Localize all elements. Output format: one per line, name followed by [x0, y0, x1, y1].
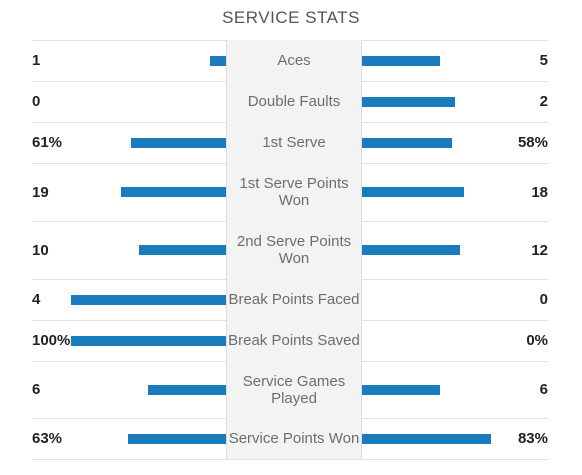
stat-label: 2nd Serve Points Won [236, 233, 352, 267]
stat-label-cell [226, 361, 362, 418]
stat-label-cell [226, 320, 362, 361]
player2-value: 0 [539, 291, 548, 308]
stat-label: Break Points Faced [228, 291, 360, 308]
player2-value: 18 [531, 183, 548, 201]
player1-value: 6 [32, 381, 41, 398]
service-stats-table: Aces 1 5 Double Faults 0 2 1st Serve 61% 58% 1st … [32, 40, 548, 460]
stat-row: Service Games Played 6 6 [32, 361, 548, 418]
player1-value: 100% [32, 332, 71, 349]
stat-label: Service Games Played [242, 372, 346, 407]
player1-value: 63% [32, 430, 63, 447]
player2-value: 58% [517, 134, 548, 151]
stat-label-cell [226, 40, 362, 81]
player1-bar [128, 434, 226, 444]
player1-value: 61% [32, 134, 63, 151]
stat-row: Double Faults 0 2 [32, 81, 548, 122]
player2-value: 5 [539, 52, 548, 69]
player2-bar [362, 138, 452, 148]
player1-bar [148, 385, 226, 395]
player1-value: 19 [32, 183, 49, 201]
player1-bar [71, 336, 226, 346]
stat-label-cell [226, 163, 362, 221]
stat-label-cell [226, 418, 362, 459]
player2-bar [362, 434, 491, 444]
player2-value: 6 [539, 381, 548, 398]
stat-label: Break Points Saved [228, 332, 360, 349]
player1-value: 1 [32, 52, 41, 69]
player2-value: 83% [517, 430, 548, 447]
stat-row: Service Points Won 63% 83% [32, 418, 548, 459]
stat-label: 1st Serve [262, 134, 326, 151]
row-divider [32, 459, 548, 460]
stat-label-cell [226, 221, 362, 279]
stat-row: 2nd Serve Points Won 10 12 [32, 221, 548, 279]
stat-label: Service Points Won [228, 430, 360, 447]
stat-row: Break Points Saved 100% 0% [32, 320, 548, 361]
stat-row: 1st Serve Points Won 19 18 [32, 163, 548, 221]
player2-value: 0% [526, 332, 548, 349]
stat-row: Break Points Faced 4 0 [32, 279, 548, 320]
player2-bar [362, 187, 464, 197]
stat-label: Double Faults [247, 93, 341, 110]
player2-bar [362, 97, 455, 107]
player2-bar [362, 245, 460, 255]
player1-bar [121, 187, 226, 197]
section-title: SERVICE STATS [222, 8, 360, 27]
stat-row: Aces 1 5 [32, 40, 548, 81]
stat-label: Aces [277, 52, 311, 69]
stat-label: 1st Serve Points Won [239, 175, 349, 209]
player1-value: 10 [32, 241, 49, 259]
player2-value: 12 [531, 241, 548, 259]
player1-bar [71, 295, 226, 305]
stat-label-cell [226, 81, 362, 122]
player1-value: 0 [32, 93, 41, 110]
player2-value: 2 [539, 93, 548, 110]
stat-label-cell [226, 279, 362, 320]
stat-row: 1st Serve 61% 58% [32, 122, 548, 163]
player1-bar [139, 245, 226, 255]
stat-label-cell [226, 122, 362, 163]
player2-bar [362, 56, 440, 66]
player1-bar [131, 138, 226, 148]
player1-bar [210, 56, 226, 66]
player2-bar [362, 385, 440, 395]
player1-value: 4 [32, 291, 41, 308]
